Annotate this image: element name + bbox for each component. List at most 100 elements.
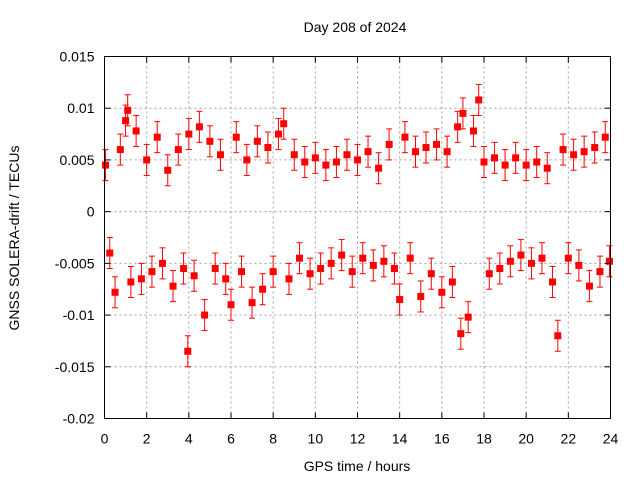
data-point [137,275,145,283]
data-point [269,268,277,276]
data-point [348,268,356,276]
x-tick-label: 22 [561,431,577,447]
data-point [184,347,192,355]
data-point [448,278,456,286]
data-point [259,285,267,293]
data-point [343,151,351,159]
grid-lines [104,56,611,419]
data-point [306,270,314,278]
data-point [148,268,156,276]
data-point [527,259,535,267]
data-point [491,154,499,162]
data-point [227,301,235,309]
data-point [406,254,414,262]
data-point [596,268,604,276]
data-point [522,161,530,169]
x-tick-label: 4 [185,431,193,447]
x-tick-label: 10 [308,431,324,447]
data-point [111,288,119,296]
data-point [401,133,409,141]
data-point [554,332,562,340]
y-axis-label: GNSS SOLERA-drift / TECUs [6,146,22,331]
data-point [190,272,198,280]
data-point [506,257,514,265]
data-point [285,275,293,283]
data-point [332,158,340,166]
data-point [232,133,240,141]
y-tick-label: -0.02 [63,411,95,427]
y-tick-label: 0 [87,204,95,220]
data-point [185,130,193,138]
axis-ticks: 0 2 4 6 8 10 12 14 16 18 20 22 24-0.02-0.015-0.01-0.… [55,49,619,447]
data-point [222,275,230,283]
data-point [216,151,224,159]
x-tick-label: 8 [269,431,277,447]
data-point [158,259,166,267]
data-point [248,299,256,307]
data-point [457,330,465,338]
data-point [116,146,124,154]
data-point [533,158,541,166]
y-tick-label: 0.005 [59,152,94,168]
data-point [417,292,425,300]
data-point [538,254,546,262]
y-tick-label: -0.015 [55,359,95,375]
data-point [122,117,130,125]
data-point [390,265,398,273]
data-point [380,257,388,265]
x-tick-label: 16 [434,431,450,447]
data-point [274,130,282,138]
data-point [296,254,304,262]
data-point [422,144,430,152]
data-point [591,144,599,152]
data-point [253,137,261,145]
y-tick-label: -0.005 [55,255,95,271]
data-point [322,161,330,169]
data-point [211,265,219,273]
x-tick-label: 2 [143,431,151,447]
x-tick-label: 20 [518,431,534,447]
data-point [559,146,567,154]
chart-title: Day 208 of 2024 [304,19,407,35]
data-point [385,140,393,148]
data-point [201,311,209,319]
data-point [369,261,377,269]
data-point [454,123,462,131]
data-point [153,133,161,141]
data-point [338,251,346,259]
x-tick-label: 24 [603,431,619,447]
data-point [106,249,114,257]
data-point [301,158,309,166]
x-tick-label: 14 [392,431,408,447]
data-point [238,268,246,276]
x-tick-label: 12 [350,431,366,447]
data-point [512,154,520,162]
data-point [327,259,335,267]
data-point [570,151,578,159]
data-point [564,254,572,262]
data-point [264,144,272,152]
data-point [501,161,509,169]
data-point [127,278,135,286]
data-point [427,270,435,278]
data-point [180,265,188,273]
data-point [469,127,477,135]
data-point [485,270,493,278]
data-point [169,282,177,290]
data-point [549,278,557,286]
y-tick-label: 0.01 [67,100,94,116]
data-point [354,156,361,164]
data-point [375,164,383,172]
data-point [164,166,172,174]
data-point [585,282,593,290]
data-point [359,254,367,262]
data-point [174,146,182,154]
data-point [580,148,588,156]
data-point [124,106,132,114]
x-tick-label: 18 [476,431,492,447]
x-tick-label: 0 [101,431,109,447]
data-point [102,161,110,169]
data-point [517,251,525,259]
data-point [543,164,551,172]
